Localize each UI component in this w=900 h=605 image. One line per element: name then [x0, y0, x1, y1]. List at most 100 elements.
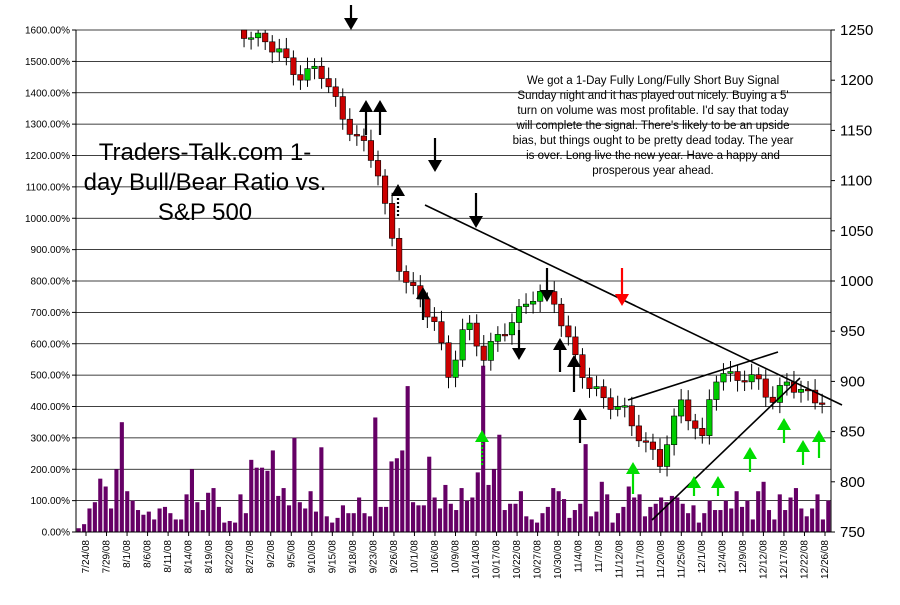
- ratio-bar: [632, 497, 637, 532]
- right-tick-label: 1050: [840, 223, 873, 240]
- up-arrow: [743, 447, 757, 472]
- candle-body: [480, 345, 487, 361]
- ratio-bar: [826, 500, 831, 532]
- ratio-bar: [405, 386, 410, 532]
- ratio-bar: [265, 470, 270, 532]
- candle-body: [290, 57, 297, 75]
- x-tick-label: 9/2/08: [266, 540, 277, 568]
- ratio-bar: [648, 506, 653, 532]
- ratio-bars: [76, 365, 831, 532]
- ratio-bar: [783, 510, 788, 532]
- up-arrow: [573, 408, 587, 443]
- ratio-bar: [540, 513, 545, 532]
- ratio-bar: [497, 434, 502, 532]
- ratio-bar: [384, 506, 389, 532]
- right-tick-label: 950: [840, 323, 865, 340]
- ratio-bar: [486, 484, 491, 532]
- ratio-bar: [707, 500, 712, 532]
- ratio-bar: [389, 461, 394, 532]
- candle-body: [276, 48, 283, 53]
- ratio-bar: [340, 505, 345, 532]
- ratio-bar: [195, 502, 200, 532]
- x-tick-label: 10/14/08: [471, 540, 482, 579]
- ratio-bar: [313, 511, 319, 532]
- ratio-bar: [227, 521, 232, 532]
- candle-body: [600, 386, 607, 399]
- ratio-bar: [324, 516, 329, 532]
- up-arrow: [626, 462, 640, 494]
- trend-line: [424, 204, 843, 406]
- ratio-bar: [669, 495, 674, 532]
- left-tick-label: 1300.00%: [25, 120, 70, 131]
- ratio-bar: [141, 514, 146, 532]
- ratio-bar: [588, 516, 594, 532]
- x-tick-label: 9/18/08: [348, 540, 359, 574]
- up-arrow: [711, 476, 725, 496]
- up-arrow: [553, 338, 567, 372]
- candle-body: [262, 32, 269, 43]
- candle-body: [508, 322, 516, 336]
- candle-body: [269, 41, 276, 53]
- ratio-bar: [820, 519, 825, 532]
- candle-body: [565, 325, 572, 338]
- ratio-bar: [691, 505, 696, 532]
- ratio-bar: [206, 492, 211, 532]
- candle-body: [537, 291, 544, 302]
- candle-body: [558, 303, 565, 327]
- ratio-bar: [545, 506, 550, 532]
- left-tick-label: 700.00%: [31, 308, 71, 319]
- candle-body: [642, 440, 649, 443]
- ratio-bar: [508, 503, 513, 532]
- ratio-bar: [146, 511, 151, 532]
- ratio-bar: [243, 513, 248, 532]
- left-tick-label: 100.00%: [31, 496, 71, 507]
- right-tick-label: 1000: [840, 273, 873, 290]
- left-tick-label: 1000.00%: [25, 214, 70, 225]
- ratio-bar: [659, 497, 664, 532]
- right-tick-label: 800: [840, 474, 865, 491]
- x-tick-label: 11/20/08: [656, 540, 667, 579]
- candle-body: [551, 291, 558, 305]
- candle-body: [473, 322, 480, 347]
- ratio-bar: [642, 516, 647, 532]
- ratio-bar: [594, 511, 599, 532]
- left-tick-label: 400.00%: [31, 402, 71, 413]
- ratio-bar: [103, 486, 108, 532]
- candle-body: [783, 381, 790, 386]
- left-tick-label: 1100.00%: [26, 182, 70, 193]
- up-arrow: [475, 430, 489, 465]
- ratio-bar: [130, 500, 135, 532]
- ratio-bar: [653, 503, 658, 532]
- ratio-bar: [502, 510, 507, 532]
- ratio-bar: [675, 497, 680, 532]
- x-tick-label: 11/17/08: [635, 540, 646, 579]
- up-arrow: [359, 100, 373, 135]
- ratio-bar: [135, 510, 141, 532]
- ratio-bar: [470, 497, 475, 532]
- down-arrow: [615, 268, 629, 306]
- trend-line: [651, 377, 801, 521]
- candle-body: [572, 336, 579, 356]
- x-tick-label: 12/26/08: [820, 540, 831, 579]
- x-tick-label: 10/9/08: [451, 540, 462, 574]
- ratio-bar: [810, 508, 815, 532]
- ratio-bar: [610, 522, 615, 532]
- ratio-bar: [211, 488, 216, 532]
- ratio-bar: [394, 458, 399, 532]
- ratio-bar: [793, 488, 798, 532]
- candle-body: [459, 329, 466, 361]
- ratio-bar: [723, 500, 728, 532]
- signal-arrows: [344, 5, 826, 496]
- candle-body: [734, 371, 741, 381]
- up-arrow: [391, 184, 405, 216]
- candle-body: [741, 380, 748, 383]
- candle-body: [410, 282, 417, 286]
- ratio-bar: [82, 524, 87, 532]
- right-tick-label: 1150: [840, 122, 872, 139]
- x-tick-label: 10/6/08: [430, 540, 441, 574]
- ratio-bar: [179, 519, 184, 532]
- ratio-bar: [481, 365, 486, 532]
- ratio-bar: [297, 502, 302, 532]
- ratio-bar: [615, 513, 621, 532]
- ratio-bar: [308, 491, 313, 532]
